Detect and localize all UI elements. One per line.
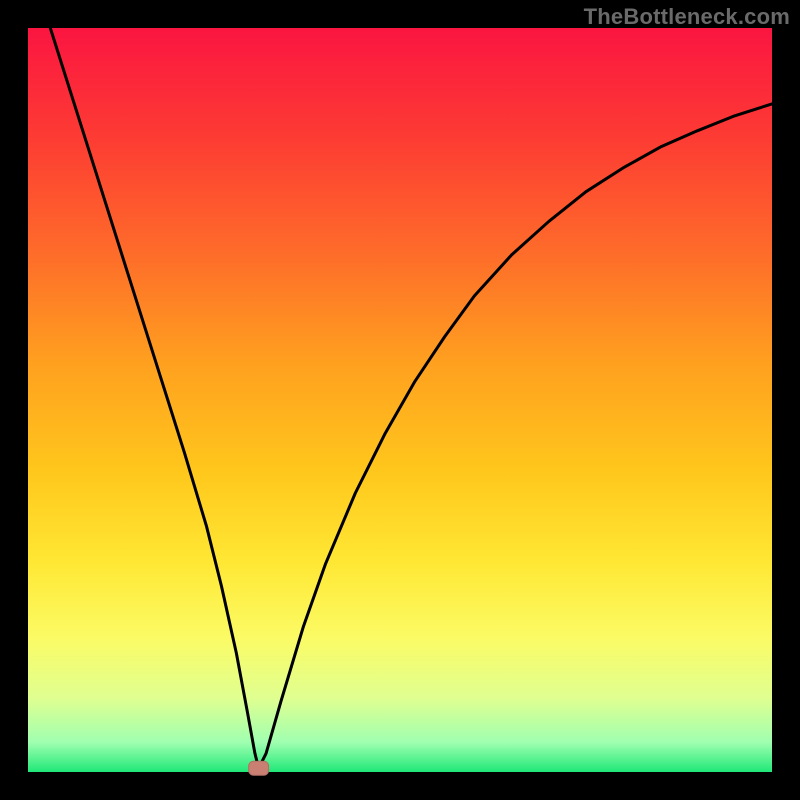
plot-background [28, 28, 772, 772]
chart-svg [0, 0, 800, 800]
minimum-marker [249, 761, 269, 775]
chart-container: TheBottleneck.com [0, 0, 800, 800]
watermark-text: TheBottleneck.com [584, 4, 790, 30]
